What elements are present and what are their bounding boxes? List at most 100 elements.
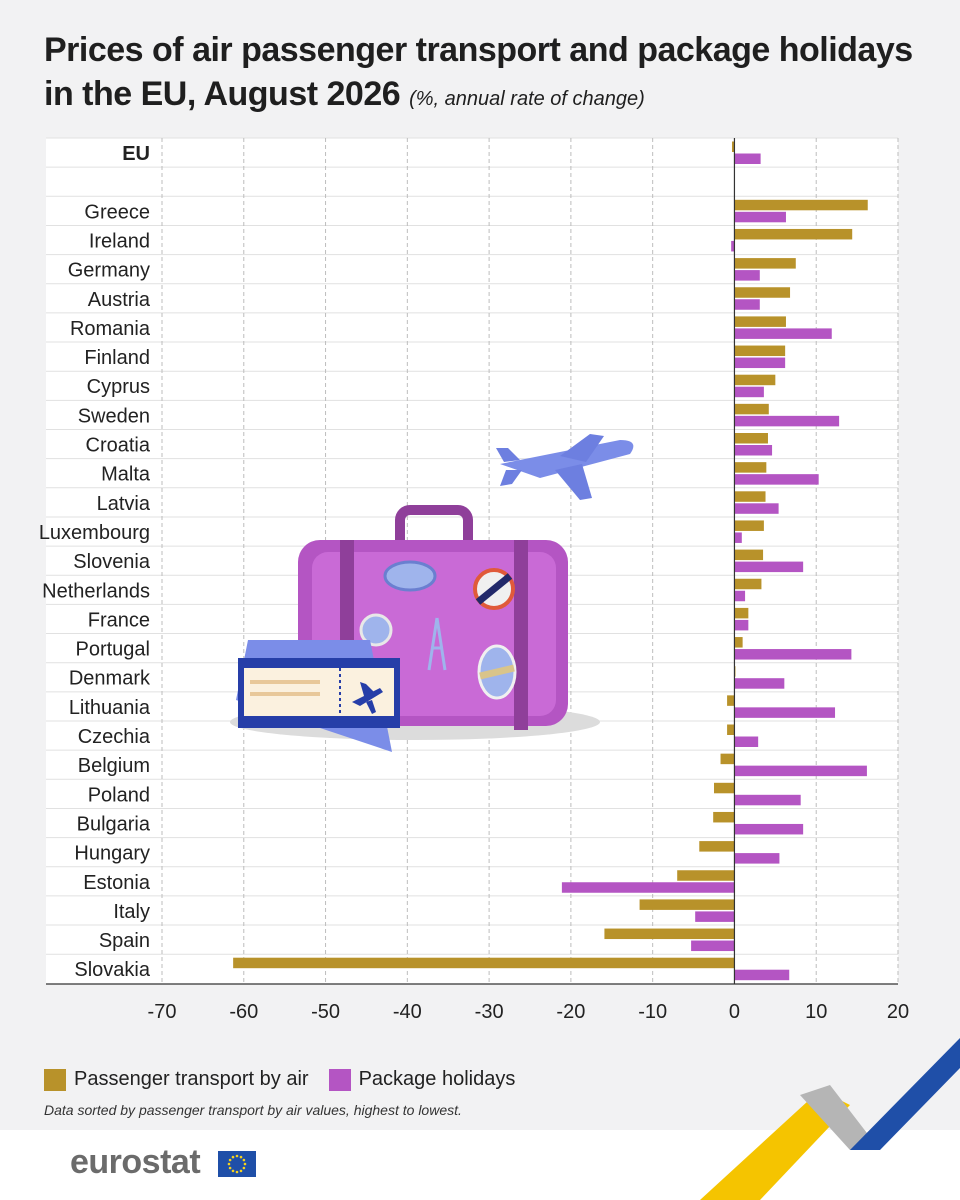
- bar-holidays: [734, 386, 764, 398]
- category-label: Latvia: [97, 493, 151, 515]
- category-label: France: [88, 609, 150, 631]
- bar-holidays: [734, 823, 804, 835]
- bar-air: [734, 549, 764, 561]
- category-label: Belgium: [78, 755, 150, 777]
- category-label: Spain: [99, 930, 150, 952]
- bar-air: [734, 637, 743, 648]
- category-label: Malta: [101, 464, 151, 486]
- bar-air: [714, 782, 735, 794]
- bar-holidays: [561, 882, 735, 893]
- x-tick-label: -40: [393, 1001, 422, 1023]
- bar-holidays: [734, 678, 785, 689]
- bar-holidays: [734, 415, 840, 427]
- bar-air: [734, 462, 767, 473]
- bar-holidays: [734, 736, 759, 747]
- chart-subtitle: (%, annual rate of change): [409, 88, 645, 110]
- bar-holidays: [734, 328, 832, 339]
- bar-holidays: [734, 474, 819, 485]
- x-tick-label: -50: [311, 1001, 340, 1023]
- bar-holidays: [734, 794, 801, 806]
- x-tick-label: -20: [556, 1001, 585, 1023]
- category-label: Slovenia: [73, 551, 151, 573]
- bar-holidays: [734, 299, 760, 310]
- category-label: Finland: [84, 347, 150, 369]
- bar-holidays: [691, 940, 735, 952]
- category-label: Bulgaria: [77, 813, 151, 835]
- bar-holidays: [734, 590, 746, 602]
- bar-air: [734, 578, 762, 590]
- bar-air: [734, 228, 853, 240]
- bar-holidays: [734, 561, 804, 573]
- bar-air: [734, 520, 764, 531]
- category-label: Estonia: [83, 872, 151, 894]
- bar-air: [734, 287, 791, 298]
- category-label: EU: [122, 143, 150, 165]
- title-line-1: Prices of air passenger transport and pa…: [44, 31, 913, 69]
- bar-air: [677, 870, 735, 881]
- legend-label-holidays: Package holidays: [358, 1068, 516, 1090]
- bar-air: [734, 491, 766, 502]
- bar-air: [734, 199, 868, 211]
- bar-holidays: [734, 270, 760, 281]
- title-line-2-text: in the EU, August 2026: [44, 75, 401, 113]
- category-label: Netherlands: [42, 580, 150, 602]
- bar-air: [734, 403, 769, 415]
- bar-air: [734, 374, 776, 386]
- legend-label-air: Passenger transport by air: [74, 1068, 309, 1090]
- bar-air: [727, 695, 735, 706]
- category-label: Cyprus: [87, 376, 150, 398]
- legend-item-holidays: Package holidays: [328, 1068, 516, 1091]
- category-label: Luxembourg: [39, 522, 150, 544]
- bar-air: [734, 433, 768, 444]
- eurostat-logo-text: eurostat: [70, 1143, 201, 1181]
- bar-holidays: [734, 357, 786, 369]
- category-label: Austria: [88, 289, 151, 311]
- sort-note: Data sorted by passenger transport by ai…: [44, 1102, 462, 1118]
- bar-holidays: [734, 765, 867, 777]
- bar-air: [734, 316, 786, 327]
- category-label: Portugal: [76, 639, 151, 661]
- bar-air: [639, 899, 735, 910]
- legend: Passenger transport by air Package holid…: [44, 1068, 535, 1091]
- bar-holidays: [734, 619, 749, 631]
- chart-title: Prices of air passenger transport and pa…: [44, 28, 924, 121]
- bar-holidays: [734, 649, 852, 660]
- bar-air: [727, 724, 735, 735]
- bar-holidays: [734, 532, 742, 543]
- bar-holidays: [734, 853, 780, 864]
- bar-holidays: [734, 707, 836, 718]
- x-tick-label: -30: [475, 1001, 504, 1023]
- category-label: Ireland: [89, 230, 150, 252]
- bar-holidays: [734, 969, 790, 981]
- x-tick-label: 10: [805, 1001, 827, 1023]
- bar-air: [233, 957, 735, 969]
- bar-air: [731, 141, 735, 152]
- bar-air: [699, 841, 735, 852]
- bar-air: [734, 258, 796, 269]
- category-label: Denmark: [69, 668, 151, 690]
- bar-air: [720, 753, 735, 765]
- category-label: Sweden: [78, 405, 150, 427]
- eu-flag-icon: [218, 1151, 256, 1177]
- category-label: Italy: [113, 901, 150, 923]
- category-label: Slovakia: [74, 959, 150, 981]
- bar-air: [604, 928, 735, 940]
- category-label: Germany: [68, 260, 150, 282]
- category-label: Poland: [88, 784, 150, 806]
- bar-holidays: [734, 211, 786, 223]
- x-tick-label: -70: [148, 1001, 177, 1023]
- bar-air: [713, 811, 735, 823]
- title-line-2: in the EU, August 2026 (%, annual rate o…: [44, 72, 924, 121]
- category-label: Romania: [70, 318, 151, 340]
- bar-chart: -70 -60 -50 -40 -30 -20 -10 0 10 20 EU Greece Irelan…: [39, 137, 909, 1023]
- category-label: Czechia: [78, 726, 151, 748]
- category-label: Greece: [84, 201, 150, 223]
- bar-holidays: [734, 153, 761, 164]
- legend-swatch-holidays: [328, 1068, 351, 1091]
- x-tick-label: 0: [729, 1001, 740, 1023]
- bar-air: [734, 607, 749, 619]
- bar-holidays: [695, 911, 735, 922]
- category-label: Hungary: [74, 843, 150, 865]
- bar-air: [734, 345, 786, 357]
- x-tick-label: -10: [638, 1001, 667, 1023]
